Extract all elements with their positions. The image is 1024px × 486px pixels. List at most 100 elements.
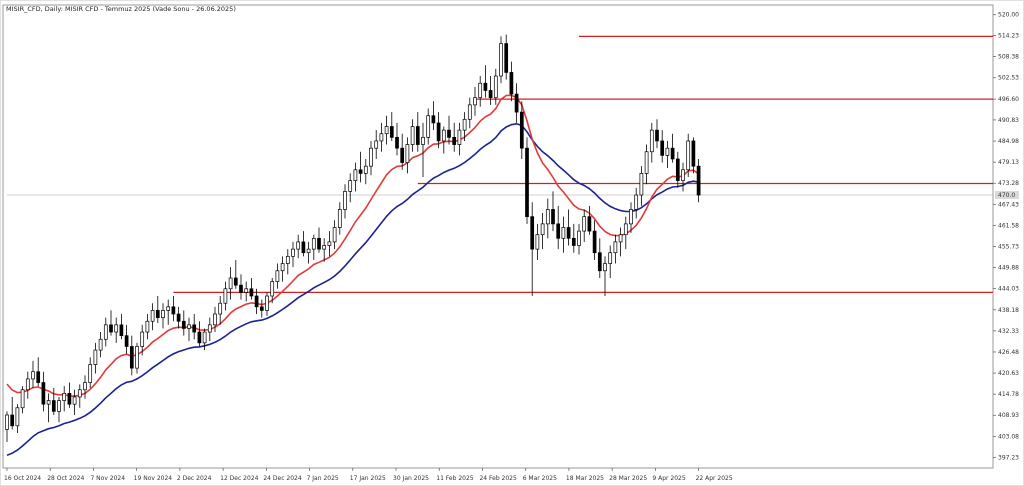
candle <box>155 295 160 324</box>
candle-body <box>270 281 275 297</box>
candle-body <box>98 338 103 351</box>
candle-body <box>88 364 93 383</box>
x-tick-label: 7 Jan 2025 <box>307 475 339 482</box>
candle <box>254 288 259 315</box>
candle <box>665 140 670 168</box>
x-tick-label: 12 Dec 2024 <box>220 475 259 482</box>
candle-body <box>265 295 269 311</box>
candle <box>358 151 363 183</box>
x-tick-label: 16 Oct 2024 <box>4 475 41 482</box>
candle-body <box>311 237 316 250</box>
candle-body <box>51 400 56 412</box>
y-tick-label: 444.03 <box>998 286 1019 293</box>
candlesticks <box>5 34 701 443</box>
candle-body <box>46 400 51 405</box>
candle-body <box>499 43 503 77</box>
candle-body <box>504 43 509 73</box>
y-tick-label: 420.63 <box>998 370 1019 377</box>
candle <box>31 360 35 388</box>
candle-body <box>525 147 529 218</box>
y-tick-label: 479.13 <box>998 159 1019 166</box>
candle-body <box>259 306 264 311</box>
candle-body <box>10 414 15 427</box>
candle <box>504 34 509 80</box>
candle <box>670 133 675 163</box>
candle-body <box>665 147 670 156</box>
candle <box>587 205 592 235</box>
candle <box>395 122 399 156</box>
candle <box>322 238 327 262</box>
candle <box>551 191 555 232</box>
candle <box>608 245 613 278</box>
y-tick-label: 514.23 <box>998 33 1019 40</box>
candle <box>514 83 519 123</box>
candle-body <box>145 320 150 333</box>
candle-body <box>332 227 337 243</box>
candle <box>441 126 446 154</box>
candle-body <box>629 209 633 225</box>
candle-body <box>415 126 420 145</box>
candle <box>285 249 290 275</box>
candle-body <box>36 371 41 383</box>
candle-body <box>5 414 9 430</box>
candle-body <box>613 241 618 254</box>
candle <box>530 202 535 296</box>
x-tick-label: 7 Nov 2024 <box>90 475 125 482</box>
candle <box>41 371 46 412</box>
candle <box>270 277 275 304</box>
candle-body <box>639 173 644 196</box>
candle-body <box>353 169 358 181</box>
candle <box>145 314 150 340</box>
candle <box>415 112 420 152</box>
candle-body <box>77 389 82 398</box>
candle-body <box>686 140 691 171</box>
candle <box>644 144 649 185</box>
candle-body <box>280 263 285 272</box>
candle <box>353 162 358 192</box>
candle-body <box>535 234 540 250</box>
candle-body <box>691 140 696 167</box>
candle-body <box>623 223 628 236</box>
candle <box>426 108 431 145</box>
candle <box>379 122 384 152</box>
candle <box>332 220 337 250</box>
y-tick-label: 455.73 <box>998 243 1019 250</box>
candle <box>639 166 644 206</box>
candle <box>51 387 56 415</box>
candle <box>337 202 342 235</box>
candle <box>405 137 410 174</box>
candle-body <box>166 306 171 311</box>
candle <box>634 187 639 219</box>
candle <box>259 299 264 318</box>
price-axis: 520.00 514.23 508.38 502.53 496.60 490.83 484.… <box>993 12 1019 461</box>
candle <box>296 234 301 259</box>
candle-body <box>41 382 46 405</box>
y-tick-label: 449.88 <box>998 265 1019 272</box>
candle <box>166 299 171 325</box>
candle-body <box>681 169 685 181</box>
candle <box>681 162 685 192</box>
candle <box>493 68 498 105</box>
candle-body <box>545 209 550 225</box>
candle <box>447 115 451 145</box>
candle <box>374 130 379 159</box>
candle-body <box>608 252 613 264</box>
y-tick-label: 438.18 <box>998 307 1019 314</box>
x-tick-label: 22 Apr 2025 <box>696 475 733 482</box>
candle-body <box>473 97 477 106</box>
candle <box>675 151 680 188</box>
candle <box>556 205 561 250</box>
candle <box>369 140 373 176</box>
candle-body <box>176 313 181 322</box>
candle <box>72 389 77 415</box>
candle <box>545 198 550 239</box>
x-tick-label: 9 Apr 2025 <box>652 475 685 482</box>
candle-body <box>634 194 639 210</box>
x-tick-label: 18 Mar 2025 <box>566 475 604 482</box>
candle-body <box>192 324 197 333</box>
candle <box>98 332 103 358</box>
candle-body <box>384 126 389 135</box>
candle <box>46 393 51 423</box>
x-tick-label: 24 Dec 2024 <box>263 475 302 482</box>
